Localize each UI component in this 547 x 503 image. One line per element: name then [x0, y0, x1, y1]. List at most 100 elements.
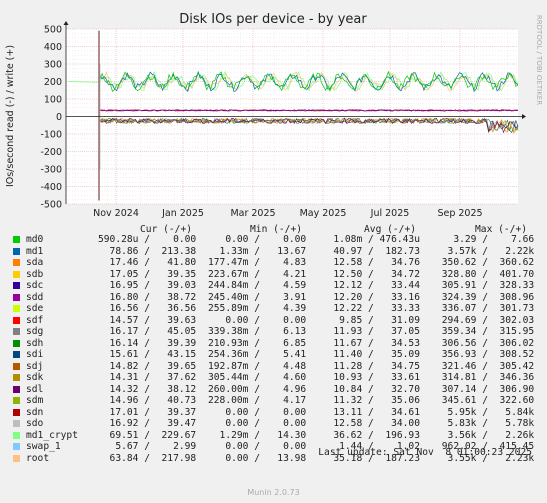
x-axis-arrow [522, 114, 526, 119]
y-tick-label: -200 [40, 147, 62, 158]
legend-max: 336.07 / 301.73 [436, 303, 535, 314]
legend-avg: 1.44 / 1.02 [321, 441, 420, 452]
legend-avg: 11.32 / 35.06 [321, 395, 420, 406]
legend-row-swap_1: swap_1 5.67 / 2.99 0.00 / 0.00 1.44 / 1.… [0, 441, 547, 452]
legend-avg: 13.11 / 34.61 [321, 406, 420, 418]
disk-write-line [100, 109, 519, 112]
legend-max: 305.91 / 328.33 [436, 280, 535, 291]
legend-min: 260.00m / 4.96 [208, 383, 307, 395]
legend-label: sda [26, 257, 44, 268]
legend-row-root: root 63.84 / 217.98 0.00 / 13.98 35.18 /… [0, 453, 547, 464]
legend-cur: 17.05 / 39.35 [98, 268, 197, 280]
legend-min: 0.00 / 0.00 [208, 314, 307, 326]
legend-cur: 14.82 / 39.65 [98, 360, 197, 372]
legend-row-sdi: sdi 15.61 / 43.15 254.36m / 5.41 11.40 / … [0, 349, 547, 360]
legend-cur: 5.67 / 2.99 [98, 441, 197, 452]
legend-max: 356.93 / 308.52 [436, 349, 535, 360]
legend-max: 5.83k / 5.78k [436, 418, 535, 429]
x-tick-label: Jan 2025 [161, 208, 204, 219]
legend-label: md1_crypt [26, 429, 78, 441]
header-cur: Cur (-/+) [140, 224, 192, 235]
legend-row-sdd: sdd 16.80 / 38.72 245.40m / 3.91 12.20 / … [0, 292, 547, 303]
read-series-line [99, 117, 519, 133]
legend-label: sdd [26, 291, 44, 303]
legend-cur: 14.32 / 38.12 [98, 383, 197, 395]
legend-label: sdi [26, 349, 44, 360]
legend-max: 3.29 / 7.66 [436, 234, 535, 245]
legend-min: 177.47m / 4.83 [208, 257, 307, 268]
y-tick-label: 300 [44, 60, 62, 71]
legend-avg: 12.58 / 34.00 [321, 418, 420, 429]
legend-swatch [13, 236, 20, 243]
legend-min: 0.00 / 0.00 [208, 234, 307, 245]
legend-row-sdm: sdm 14.96 / 40.73 228.00m / 4.17 11.32 / … [0, 395, 547, 406]
legend-cur: 14.96 / 40.73 [98, 395, 197, 406]
legend-max: 306.56 / 306.02 [436, 337, 535, 349]
read-series-line [99, 117, 519, 134]
legend-max: 324.39 / 308.96 [436, 291, 535, 303]
write-series-line [99, 70, 519, 92]
legend-cur: 14.31 / 37.62 [98, 372, 197, 383]
legend-avg: 11.67 / 34.53 [321, 337, 420, 349]
legend-row-sdo: sdo 16.92 / 39.47 0.00 / 0.00 12.58 / 34… [0, 418, 547, 429]
legend-row-sde: sde 16.56 / 36.56 255.89m / 4.39 12.22 / … [0, 303, 547, 314]
legend-swatch [13, 454, 20, 462]
legend-avg: 12.20 / 33.16 [321, 291, 420, 303]
legend-min: 1.33m / 13.67 [208, 245, 307, 257]
legend-avg: 11.93 / 37.05 [321, 326, 420, 337]
y-tick-label: -500 [40, 200, 62, 211]
legend-max: 328.80 / 401.70 [436, 268, 535, 280]
legend-row-sdj: sdj 14.82 / 39.65 192.87m / 4.48 11.28 / … [0, 361, 547, 372]
legend-avg: 12.58 / 34.76 [321, 257, 420, 268]
legend-max: 307.14 / 306.90 [436, 383, 535, 395]
legend-avg: 11.40 / 35.09 [321, 349, 420, 360]
legend-label: sdh [26, 337, 44, 349]
legend-label: sdl [26, 383, 44, 395]
legend-avg: 11.28 / 34.75 [321, 360, 420, 372]
legend-max: 350.62 / 360.62 [436, 257, 535, 268]
legend-cur: 16.92 / 39.47 [98, 418, 197, 429]
legend-row-sda: sda 17.46 / 41.80 177.47m / 4.83 12.58 / … [0, 257, 547, 268]
legend-min: 192.87m / 4.48 [208, 360, 307, 372]
legend-swatch [13, 305, 20, 312]
legend-min: 245.40m / 3.91 [208, 291, 307, 303]
read-series-line [99, 117, 519, 134]
legend-swatch [13, 408, 20, 416]
read-series-line [99, 117, 519, 132]
legend-avg: 40.97 / 182.73 [321, 245, 420, 257]
legend-min: 255.89m / 4.39 [208, 303, 307, 314]
legend-cur: 17.01 / 39.37 [98, 406, 197, 418]
legend-label: swap_1 [26, 441, 61, 452]
legend-cur: 17.46 / 41.80 [98, 257, 197, 268]
legend-cur: 590.28u / 0.00 [98, 234, 197, 245]
legend-avg: 1.08m / 476.43u [321, 234, 420, 245]
last-update: Last update: Sat Nov 8 01:00:23 2025 [318, 447, 532, 458]
y-tick-label: 100 [44, 95, 62, 106]
legend-min: 0.00 / 13.98 [208, 452, 307, 464]
legend-swatch [13, 397, 20, 404]
legend-header: Cur (-/+) Min (-/+) Avg (-/+) Max (-/+) [0, 224, 547, 235]
legend-min: 0.00 / 0.00 [208, 418, 307, 429]
legend-label: root [26, 452, 50, 464]
legend-min: 305.44m / 4.60 [208, 372, 307, 383]
legend-max: 3.55k / 2.23k [436, 452, 535, 464]
legend-min: 254.36m / 5.41 [208, 349, 307, 360]
legend-label: md0 [26, 234, 44, 245]
write-series-line [99, 70, 519, 93]
legend-max: 359.34 / 315.95 [436, 326, 535, 337]
write-series-line [99, 70, 519, 93]
legend-cur: 78.86 / 213.38 [98, 245, 197, 257]
early-write-line [67, 81, 99, 83]
legend-swatch [13, 259, 20, 266]
y-tick-label: 400 [44, 42, 62, 53]
legend-swatch [13, 282, 20, 289]
x-tick-label: May 2025 [300, 208, 347, 219]
legend-min: 339.38m / 6.13 [208, 326, 307, 337]
legend-swatch [13, 351, 20, 358]
legend-cur: 63.84 / 217.98 [98, 452, 197, 464]
legend-label: sdk [26, 372, 44, 383]
header-min: Min (-/+) [250, 224, 302, 235]
munin-footer: Munin 2.0.73 [247, 488, 300, 497]
legend-row-md1: md1 78.86 / 213.38 1.33m / 13.67 40.97 /… [0, 246, 547, 257]
legend-swatch [13, 316, 20, 324]
